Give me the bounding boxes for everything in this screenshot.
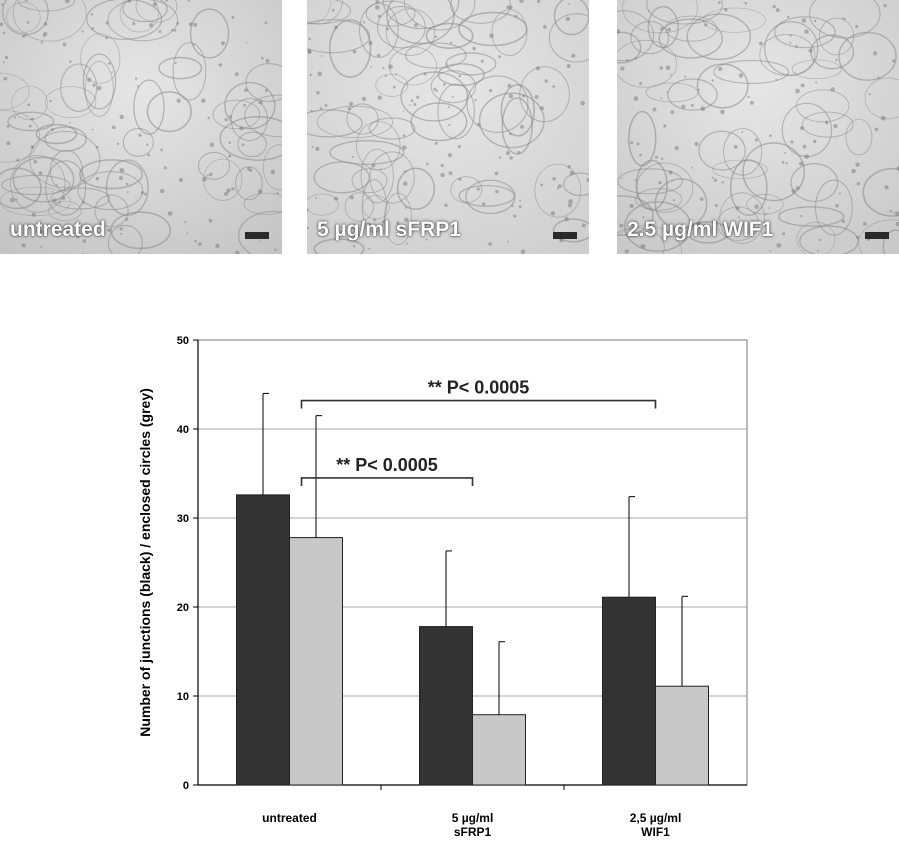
y-tick-label: 0 bbox=[183, 780, 189, 792]
x-category-label: untreated bbox=[262, 811, 317, 825]
y-tick-label: 50 bbox=[177, 335, 189, 347]
bar-series-2 bbox=[655, 685, 709, 786]
micrograph-panel-sfrp1: 5 µg/ml sFRP1 bbox=[307, 0, 589, 254]
bar-series-2 bbox=[289, 537, 343, 786]
y-tick-label: 10 bbox=[177, 691, 189, 703]
micrograph-panel-untreated: untreated bbox=[0, 0, 282, 254]
significance-bracket bbox=[300, 399, 657, 409]
y-tick-label: 30 bbox=[177, 513, 189, 525]
y-tick-label: 20 bbox=[177, 602, 189, 614]
panel-label: untreated bbox=[10, 218, 106, 241]
significance-bracket bbox=[300, 477, 474, 486]
x-category-label: 5 µg/ml bbox=[452, 811, 494, 825]
x-category-label: 2,5 µg/ml bbox=[630, 811, 682, 825]
scale-bar bbox=[865, 232, 889, 239]
scale-bar bbox=[245, 232, 269, 239]
y-axis-label: Number of junctions (black) / enclosed c… bbox=[137, 388, 153, 737]
x-category-label-line2: WIF1 bbox=[641, 825, 670, 839]
bar-series-1 bbox=[602, 596, 656, 786]
significance-label: ** P< 0.0005 bbox=[336, 455, 438, 475]
micrograph-panel-wif1: 2.5 µg/ml WIF1 bbox=[617, 0, 899, 254]
panel-label: 5 µg/ml sFRP1 bbox=[317, 218, 461, 241]
bar-series-1 bbox=[419, 626, 473, 786]
y-tick-label: 40 bbox=[177, 424, 189, 436]
x-category-label-line2: sFRP1 bbox=[454, 825, 492, 839]
bar-series-1 bbox=[236, 494, 290, 786]
significance-label: ** P< 0.0005 bbox=[428, 378, 530, 398]
scale-bar bbox=[553, 232, 577, 239]
panel-label: 2.5 µg/ml WIF1 bbox=[627, 218, 774, 241]
bar-series-2 bbox=[472, 714, 526, 786]
